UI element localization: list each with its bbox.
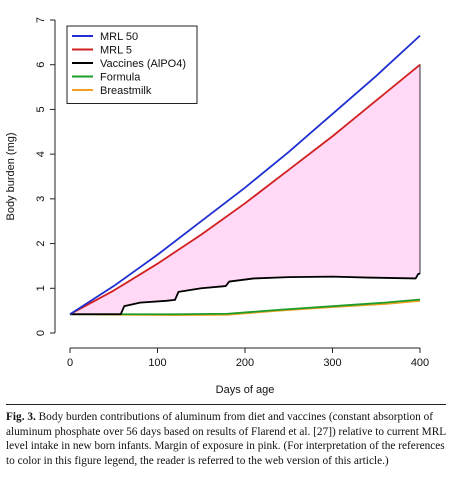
- x-tick-label: 300: [323, 357, 341, 369]
- series-line-mrl-50: [69, 34, 421, 315]
- caption-divider: [6, 404, 446, 405]
- legend-box: [66, 25, 198, 104]
- legend-label-vaccines-alpo4: Vaccines (AlPO4): [100, 58, 186, 70]
- x-axis-label: Days of age: [216, 384, 275, 396]
- legend-label-mrl-5: MRL 5: [100, 45, 132, 57]
- y-tick-label: 1: [35, 285, 47, 291]
- caption-text: Body burden contributions of aluminum fr…: [6, 411, 446, 467]
- y-tick-label: 5: [35, 106, 47, 112]
- y-tick-label: 6: [35, 62, 47, 68]
- caption-label: Fig. 3.: [6, 411, 36, 423]
- body-burden-chart: 0 100 200 300 400 0 1 2 3 4 5 6 7 Days of age Body …: [5, 17, 429, 396]
- series-line-formula: [70, 298, 421, 316]
- figure-caption: Fig. 3. Body burden contributions of alu…: [6, 410, 446, 468]
- legend-label-breastmilk: Breastmilk: [100, 85, 152, 97]
- legend-label-mrl-50: MRL 50: [100, 31, 138, 43]
- y-tick-label: 7: [35, 17, 47, 23]
- x-tick-label: 0: [67, 357, 73, 369]
- x-tick-label: 400: [411, 357, 429, 369]
- y-axis-label: Body burden (mg): [5, 132, 17, 220]
- figure: 0 100 200 300 400 0 1 2 3 4 5 6 7 Days of age Body …: [5, 17, 429, 396]
- y-tick-label: 3: [35, 196, 47, 202]
- y-tick-label: 2: [35, 241, 47, 247]
- x-tick-label: 100: [148, 357, 166, 369]
- series-line-vaccines-alpo4: [70, 272, 421, 316]
- series-line-mrl-5: [69, 64, 421, 316]
- y-tick-label: 4: [35, 151, 47, 157]
- legend-label-formula: Formula: [100, 72, 141, 84]
- y-tick-label: 0: [35, 330, 47, 336]
- x-tick-label: 200: [236, 357, 254, 369]
